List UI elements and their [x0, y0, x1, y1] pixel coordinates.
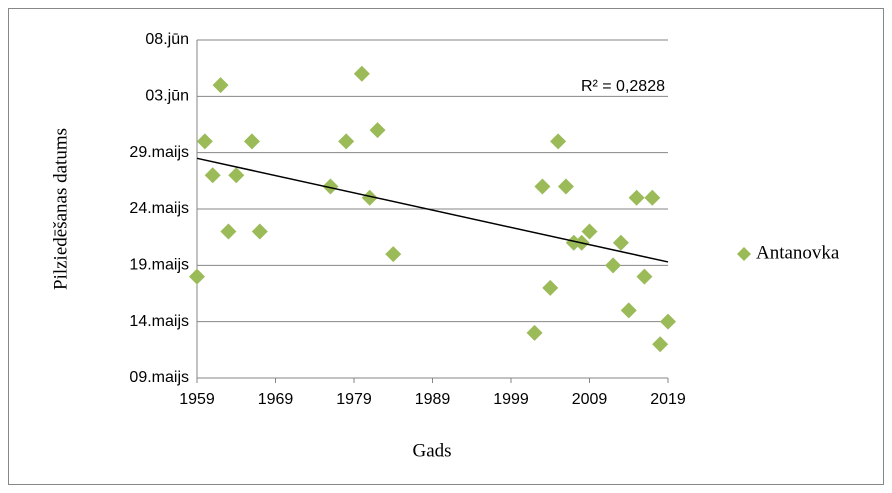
y-tick-label: 14.maijs	[129, 313, 189, 330]
point	[361, 189, 378, 206]
point	[385, 246, 402, 263]
x-tick-label: 1969	[258, 391, 294, 408]
x-tick-label: 1989	[415, 391, 451, 408]
x-tick-label: 1979	[336, 391, 372, 408]
point	[620, 302, 637, 319]
x-axis-label: Gads	[412, 440, 451, 461]
x-tick-label: 2019	[650, 391, 686, 408]
point	[644, 189, 661, 206]
point	[212, 77, 229, 94]
x-tick-label: 1959	[179, 391, 215, 408]
point	[322, 178, 339, 195]
point	[581, 223, 598, 240]
point	[220, 223, 237, 240]
point	[628, 189, 645, 206]
legend-label: Antanovka	[756, 242, 840, 263]
point	[228, 167, 245, 184]
point	[557, 178, 574, 195]
legend-marker	[737, 247, 751, 261]
point	[338, 133, 355, 150]
point	[189, 268, 205, 285]
point	[605, 257, 622, 274]
trendline	[196, 157, 669, 263]
point	[660, 313, 676, 330]
point	[612, 234, 629, 251]
point	[652, 336, 669, 353]
point	[243, 133, 260, 150]
point	[204, 167, 221, 184]
point	[542, 279, 559, 296]
chart-frame	[8, 8, 884, 485]
y-tick-label: 19.maijs	[129, 257, 189, 274]
y-tick-label: 29.maijs	[129, 144, 189, 161]
x-tick-label: 1999	[493, 391, 529, 408]
point	[526, 324, 543, 341]
point	[353, 65, 370, 82]
y-tick-label: 08.jūn	[145, 31, 189, 48]
annotation: R² = 0,2828	[581, 78, 665, 95]
point	[369, 122, 386, 139]
y-tick-label: 24.maijs	[129, 200, 189, 217]
y-axis-label: Pilziedēšanas datums	[50, 128, 71, 290]
point	[550, 133, 567, 150]
point	[196, 133, 213, 150]
y-tick-label: 03.jūn	[145, 88, 189, 105]
point	[534, 178, 551, 195]
y-tick-label: 09.maijs	[129, 369, 189, 386]
point	[251, 223, 268, 240]
point	[636, 268, 653, 285]
x-tick-label: 2009	[572, 391, 608, 408]
